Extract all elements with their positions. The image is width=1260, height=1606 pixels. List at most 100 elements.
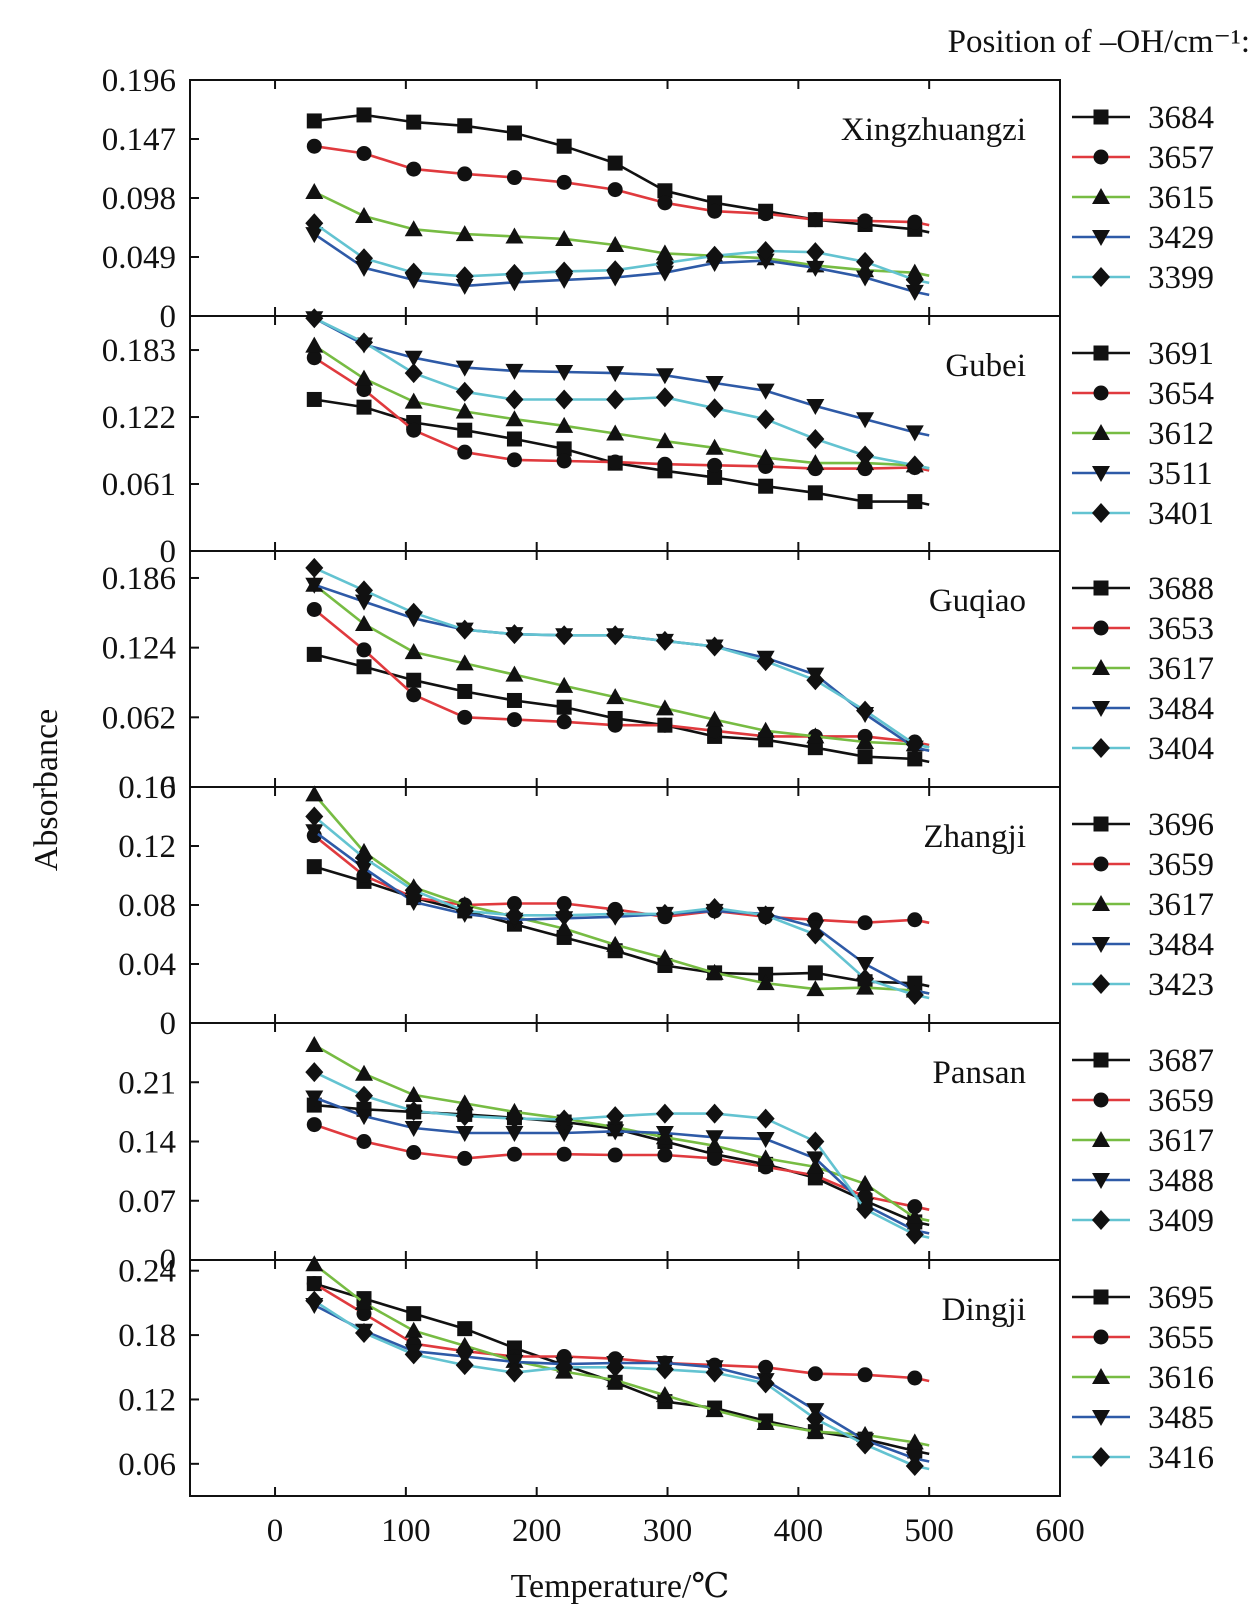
- data-point: [457, 683, 473, 699]
- legend-item-3484: 3484: [1072, 927, 1214, 963]
- legend-item-3485: 3485: [1072, 1400, 1214, 1436]
- data-point: [505, 227, 524, 244]
- series-3659: [306, 1117, 930, 1215]
- data-point: [606, 903, 625, 924]
- data-point: [355, 369, 373, 386]
- data-point: [305, 1255, 324, 1272]
- y-tick-label: 0.147: [102, 122, 176, 158]
- data-point: [505, 1126, 524, 1143]
- data-point: [305, 806, 324, 827]
- legend-item-3691: 3691: [1072, 336, 1214, 372]
- data-point: [606, 935, 625, 952]
- data-point: [655, 244, 674, 261]
- data-point: [655, 1126, 674, 1143]
- panel-title: Gubei: [945, 348, 1026, 384]
- data-point: [455, 266, 474, 287]
- data-point: [607, 155, 623, 171]
- legend-item-3695: 3695: [1072, 1280, 1214, 1316]
- data-point: [505, 665, 524, 682]
- data-point: [455, 1094, 474, 1111]
- data-point: [404, 262, 423, 283]
- series-3691: [306, 391, 930, 510]
- data-point: [807, 740, 823, 756]
- data-point: [707, 1150, 723, 1166]
- data-point: [306, 391, 322, 407]
- y-tick-label: 0.07: [118, 1184, 176, 1220]
- legend-label: 3696: [1148, 807, 1214, 843]
- data-point: [555, 1109, 574, 1130]
- data-point: [505, 263, 524, 284]
- data-point: [555, 676, 574, 693]
- legend-item-3423: 3423: [1072, 967, 1214, 1003]
- data-point: [306, 1117, 322, 1133]
- legend-label: 3653: [1148, 611, 1214, 647]
- legend-marker: [1092, 424, 1110, 440]
- legend-item-3659: 3659: [1072, 1083, 1214, 1119]
- data-point: [705, 897, 724, 918]
- data-point: [404, 643, 423, 660]
- data-point: [406, 672, 422, 688]
- data-point: [404, 880, 423, 901]
- legend-item-3484: 3484: [1072, 691, 1214, 727]
- data-point: [856, 270, 875, 287]
- series-line: [313, 1070, 930, 1239]
- data-point: [905, 1224, 924, 1245]
- legend-marker: [1092, 1173, 1110, 1189]
- data-point: [404, 895, 423, 912]
- data-point: [705, 1362, 724, 1383]
- data-point: [756, 721, 775, 738]
- series-line: [313, 317, 930, 470]
- legend-marker: [1092, 738, 1110, 758]
- data-point: [657, 1147, 673, 1163]
- series-3657: [306, 138, 930, 230]
- data-point: [655, 387, 674, 408]
- data-point: [555, 261, 574, 282]
- data-point: [505, 1362, 524, 1383]
- data-point: [705, 710, 724, 727]
- data-point: [756, 905, 775, 926]
- data-point: [356, 1134, 372, 1149]
- legend-label: 3404: [1148, 731, 1214, 767]
- legend-item-3615: 3615: [1072, 180, 1214, 216]
- legend-label: 3655: [1148, 1320, 1214, 1356]
- x-tick-label: 400: [774, 1513, 824, 1549]
- panel-title: Guqiao: [929, 583, 1026, 619]
- data-point: [457, 444, 473, 460]
- series-3416: [305, 1290, 930, 1476]
- series-3684: [306, 107, 930, 237]
- series-line: [313, 566, 930, 749]
- data-point: [406, 422, 422, 438]
- data-point: [305, 308, 324, 329]
- data-point: [356, 399, 372, 415]
- legend-label: 3511: [1148, 456, 1213, 492]
- data-point: [404, 1120, 423, 1137]
- x-axis-title: Temperature/℃: [511, 1568, 730, 1605]
- series-line: [313, 344, 930, 470]
- data-point: [907, 494, 923, 510]
- data-point: [756, 1108, 775, 1129]
- data-point: [606, 1371, 625, 1388]
- panel-title: Pansan: [933, 1055, 1027, 1091]
- data-point: [905, 425, 924, 442]
- data-point: [455, 360, 474, 377]
- data-point: [856, 1199, 875, 1220]
- data-point: [355, 861, 373, 878]
- data-point: [455, 619, 474, 640]
- series-line: [313, 356, 930, 472]
- data-point: [355, 248, 373, 269]
- y-tick-label: 0.18: [118, 1318, 176, 1354]
- panel-zhangji: 0 0.04 0.08 0.12 0.16 Zhangji 3696 3659 3617 3484…: [118, 770, 1214, 1042]
- data-point: [406, 1145, 422, 1161]
- data-point: [306, 601, 322, 617]
- data-point: [457, 709, 473, 725]
- panel-xingzhuangzi: 0 0.049 0.098 0.147 0.196 Xingzhuangzi 3684 365…: [102, 63, 1214, 335]
- data-point: [907, 912, 923, 928]
- data-point: [856, 412, 875, 429]
- data-point: [705, 1130, 724, 1147]
- data-point: [807, 965, 823, 981]
- data-point: [457, 118, 473, 134]
- data-point: [305, 824, 324, 841]
- legend-item-3488: 3488: [1072, 1163, 1214, 1199]
- data-point: [355, 580, 373, 601]
